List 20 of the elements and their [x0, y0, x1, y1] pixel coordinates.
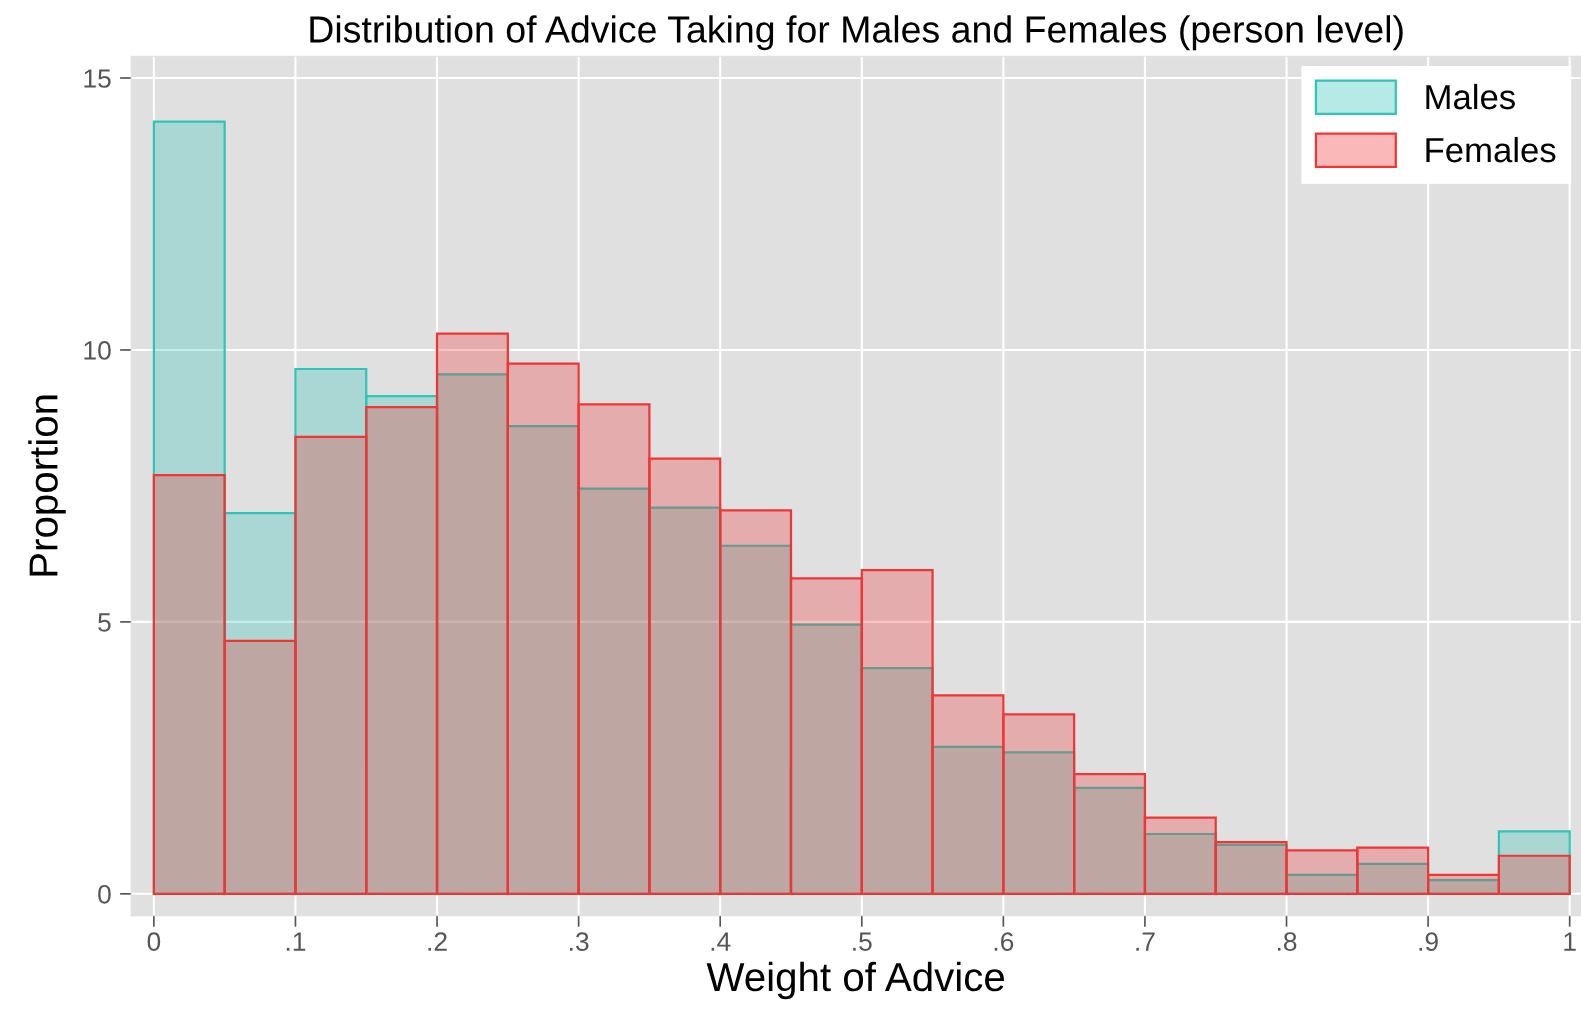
x-axis-title: Weight of Advice: [706, 961, 1004, 1000]
x-tick-label: .8: [1277, 932, 1297, 951]
y-tick-label: 5: [98, 613, 111, 632]
y-tick-label: 0: [98, 884, 111, 904]
x-tick-label: .7: [1136, 932, 1155, 951]
x-tick-label: .9: [1419, 932, 1438, 951]
legend-label: Males: [1426, 83, 1515, 110]
y-axis-title: Proportion: [28, 395, 66, 576]
y-tick-label: 15: [84, 69, 111, 88]
x-tick-label: 1: [1564, 932, 1576, 951]
x-tick-label: .6: [994, 932, 1014, 951]
x-tick-label: 0: [147, 932, 161, 951]
x-tick-label: .2: [428, 932, 447, 951]
legend-label: Females: [1426, 136, 1556, 163]
x-tick-label: .5: [853, 932, 872, 951]
x-tick-label: .4: [711, 932, 731, 951]
x-tick-label: .3: [570, 932, 589, 951]
x-tick-label: .1: [286, 932, 306, 951]
y-tick-label: 10: [84, 341, 111, 360]
chart-title: Distribution of Advice Taking for Males and Females (person level): [310, 15, 1403, 51]
